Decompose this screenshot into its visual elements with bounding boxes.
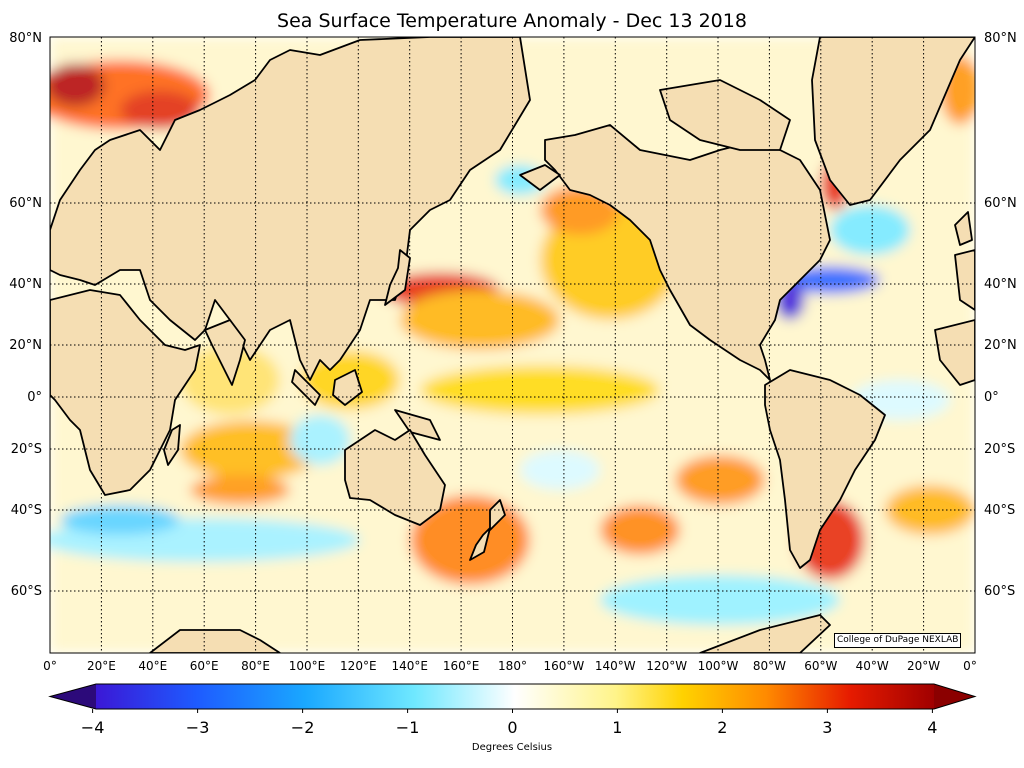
- lat-label-right: 60°N: [984, 196, 1017, 211]
- lon-label: 180°: [498, 659, 527, 673]
- colorbar-tick-label: 2: [717, 718, 728, 737]
- lon-label: 80°E: [241, 659, 271, 673]
- land-india: [204, 319, 246, 386]
- lat-label-left: 60°N: [9, 196, 42, 211]
- lon-label: 160°E: [442, 659, 480, 673]
- land-uk: [954, 211, 973, 246]
- colorbar-ticks: [92, 709, 933, 713]
- map-plot-area: [50, 37, 975, 653]
- land-arctic-islands: [659, 79, 791, 151]
- colorbar: [48, 683, 977, 713]
- land-alaska-tip: [519, 164, 561, 191]
- colorbar-tick-label: 1: [612, 718, 623, 737]
- land-sumatra: [291, 369, 321, 406]
- lat-label-left: 60°S: [10, 584, 42, 599]
- lon-label: 60°W: [804, 659, 838, 673]
- map-title: Sea Surface Temperature Anomaly - Dec 13…: [277, 10, 747, 32]
- lon-label: 40°E: [138, 659, 168, 673]
- colorbar-tick-label: 3: [822, 718, 833, 737]
- credit-label: College of DuPage NEXLAB: [834, 633, 962, 648]
- lon-label: 0°: [963, 659, 977, 673]
- lon-label: 0°: [43, 659, 57, 673]
- colorbar-max-arrow: [934, 684, 975, 709]
- colorbar-tick-label: −3: [185, 718, 210, 737]
- graticule: [50, 37, 975, 653]
- lon-label: 140°W: [594, 659, 636, 673]
- lat-label-left: 20°S: [10, 442, 42, 457]
- lon-label: 100°E: [288, 659, 326, 673]
- lon-label: 20°E: [86, 659, 116, 673]
- colorbar-units-label: Degrees Celsius: [471, 742, 553, 753]
- land-madagascar: [163, 424, 181, 466]
- lat-label-right: 80°N: [984, 31, 1017, 46]
- map-frame: [49, 36, 976, 654]
- colorbar-outline: [48, 683, 977, 710]
- lon-label: 60°E: [189, 659, 219, 673]
- lat-label-left: 40°S: [10, 503, 42, 518]
- lat-label-right: 40°S: [984, 503, 1016, 518]
- colorbar-tick-label: −4: [80, 718, 105, 737]
- land-north-america: [544, 124, 831, 381]
- land-masses: [50, 37, 975, 653]
- lon-label: 40°W: [855, 659, 889, 673]
- lat-label-left: 0°: [27, 390, 42, 405]
- land-antarctica: [149, 614, 831, 653]
- lat-label-left: 80°N: [9, 31, 42, 46]
- colorbar-tick-label: −2: [290, 718, 315, 737]
- lat-label-right: 20°S: [984, 442, 1016, 457]
- land-australia: [344, 429, 446, 526]
- lon-label: 160°W: [543, 659, 585, 673]
- lat-label-right: 40°N: [984, 277, 1017, 292]
- land-new-zealand: [469, 499, 506, 561]
- lon-label: 100°W: [697, 659, 739, 673]
- land-iberia: [954, 249, 975, 311]
- lon-label: 80°W: [752, 659, 786, 673]
- colorbar-tick-label: −1: [395, 718, 420, 737]
- lat-label-left: 40°N: [9, 277, 42, 292]
- lon-label: 120°E: [340, 659, 377, 673]
- land-africa: [50, 289, 201, 496]
- land-greenland: [811, 37, 975, 206]
- lon-label: 20°W: [907, 659, 941, 673]
- colorbar-tick-label: 4: [927, 718, 938, 737]
- land-borneo: [332, 369, 363, 406]
- lat-label-right: 0°: [984, 390, 999, 405]
- lon-label: 120°W: [646, 659, 688, 673]
- lat-label-right: 60°S: [984, 584, 1016, 599]
- lat-label-right: 20°N: [984, 338, 1017, 353]
- lon-label: 140°E: [391, 659, 428, 673]
- colorbar-gradient: [96, 684, 934, 709]
- land-new-guinea: [394, 409, 441, 441]
- colorbar-min-arrow: [50, 684, 96, 709]
- land-west-africa: [934, 319, 975, 386]
- land-south-america: [764, 369, 886, 569]
- lat-label-left: 20°N: [9, 338, 42, 353]
- colorbar-tick-label: 0: [507, 718, 518, 737]
